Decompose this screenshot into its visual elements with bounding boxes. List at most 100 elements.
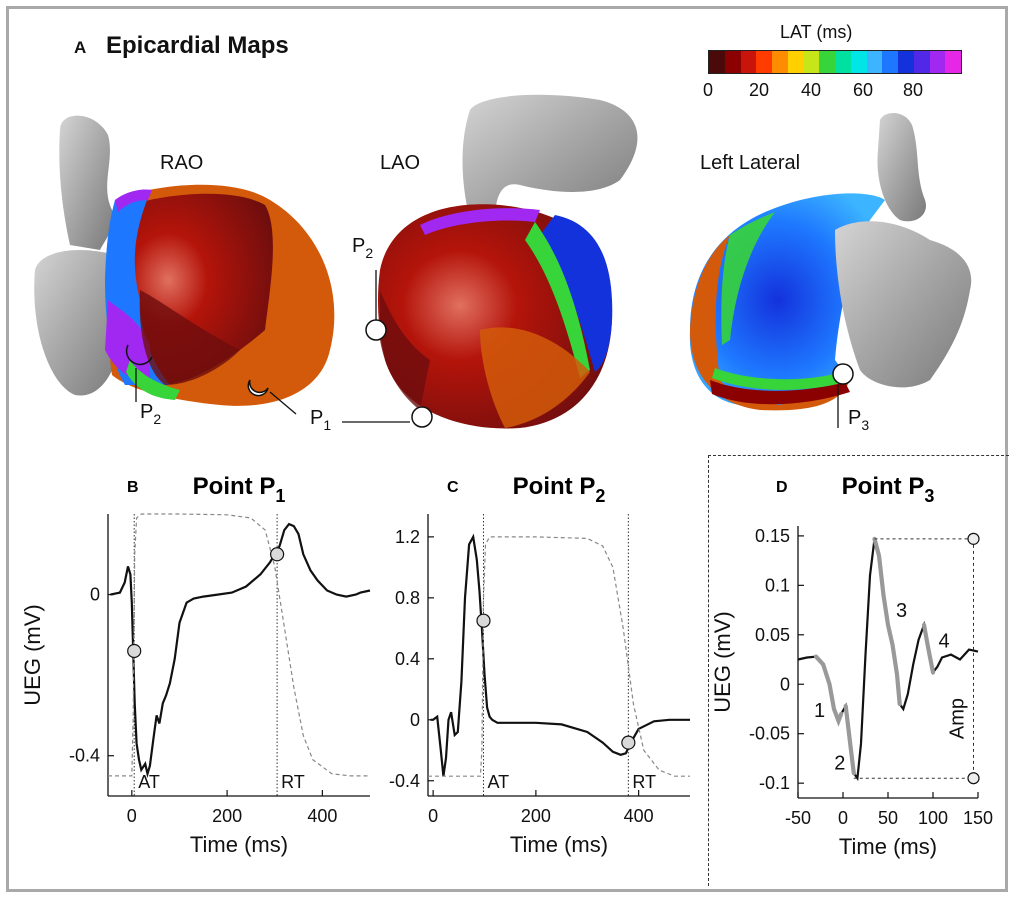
lateral-green-band bbox=[712, 368, 846, 390]
y-tick-label: -0.4 bbox=[69, 746, 100, 766]
rao-p2-label: P2 bbox=[140, 401, 161, 427]
panel-d-box bbox=[708, 455, 1009, 886]
lateral-green-ring bbox=[721, 212, 775, 345]
time-marker bbox=[270, 547, 285, 562]
heart-left-lateral bbox=[689, 113, 972, 428]
view-label-rao: RAO bbox=[160, 152, 204, 174]
x-tick-label: 0 bbox=[838, 808, 848, 828]
segment-label: 3 bbox=[896, 600, 907, 622]
view-label-left-lateral: Left Lateral bbox=[700, 152, 801, 174]
reference-dashed-line bbox=[428, 536, 690, 777]
segment-label: 2 bbox=[834, 753, 845, 775]
colorbar-swatch bbox=[945, 51, 961, 73]
y-axis-label: UEG (mV) bbox=[20, 604, 45, 705]
lateral-p3-label: P3 bbox=[848, 407, 869, 433]
lateral-marker-p3 bbox=[832, 363, 854, 385]
lao-orange-region bbox=[480, 327, 590, 428]
colorbar-swatch bbox=[709, 51, 725, 73]
y-tick-label: -0.4 bbox=[389, 771, 420, 791]
segment-label: 4 bbox=[939, 631, 950, 653]
lao-marker-p1 bbox=[411, 406, 433, 428]
colorbar-swatch bbox=[772, 51, 788, 73]
x-axis-label: Time (ms) bbox=[190, 832, 288, 857]
time-marker bbox=[621, 735, 636, 750]
amp-label: Amp bbox=[947, 698, 969, 739]
colorbar-swatch bbox=[913, 51, 930, 73]
chart-point-p2: Point P2 C 0 200 400 -0.4 0 0.4 0.8 1.2 Time (ms) A… bbox=[389, 473, 690, 857]
y-tick-label: -0.05 bbox=[749, 724, 790, 744]
vline-label: AT bbox=[487, 772, 509, 792]
y-tick-label: -0.1 bbox=[759, 773, 790, 793]
lao-top-purple bbox=[420, 208, 540, 235]
colorbar-swatch bbox=[787, 51, 804, 73]
chart-panel-letter: B bbox=[127, 479, 139, 496]
x-axis-label: Time (ms) bbox=[839, 834, 937, 859]
y-tick-label: 0.15 bbox=[755, 526, 790, 546]
chart-title: Point P3 bbox=[842, 473, 935, 506]
colorbar-title: LAT (ms) bbox=[780, 22, 853, 42]
x-tick-label: 0 bbox=[428, 806, 438, 826]
lao-p2-label: P2 bbox=[352, 235, 373, 261]
x-tick-label: -50 bbox=[785, 808, 811, 828]
y-tick-label: 0.05 bbox=[755, 625, 790, 645]
chart-title: Point P1 bbox=[193, 473, 286, 506]
segment-label: 1 bbox=[814, 700, 825, 722]
lao-vessel bbox=[462, 94, 638, 220]
heart-rao bbox=[34, 115, 335, 415]
rao-p1-label: P1 bbox=[310, 407, 331, 433]
x-tick-label: 200 bbox=[212, 806, 242, 826]
colorbar-swatch bbox=[866, 51, 883, 73]
y-tick-label: 0 bbox=[780, 674, 790, 694]
rao-green-band bbox=[126, 360, 180, 400]
time-marker bbox=[127, 643, 142, 659]
x-tick-label: 400 bbox=[624, 806, 654, 826]
figure-frame bbox=[6, 6, 1008, 892]
x-tick-label: 0 bbox=[127, 806, 137, 826]
colorbar-swatch bbox=[724, 51, 741, 73]
x-tick-label: 50 bbox=[878, 808, 898, 828]
colorbar-tick-20: 20 bbox=[749, 80, 770, 100]
colorbar-tick-40: 40 bbox=[801, 80, 822, 100]
y-tick-label: 0.1 bbox=[765, 575, 790, 595]
rao-vessel bbox=[59, 115, 114, 250]
chart-point-p3: Point P3 D -50 0 50 100 150 -0.1 -0.05 0 0.05 0.1 0.… bbox=[712, 473, 993, 859]
y-axis-label: UEG (mV) bbox=[712, 611, 735, 712]
colorbar-swatch bbox=[819, 51, 835, 73]
colorbar-swatch bbox=[882, 51, 898, 73]
rao-marker-p2 bbox=[125, 344, 153, 366]
colorbar-swatch bbox=[835, 51, 851, 73]
chart-panel-letter: D bbox=[776, 479, 788, 496]
colorbar-swatch bbox=[929, 51, 946, 73]
vline-label: AT bbox=[138, 772, 160, 792]
vline-label: RT bbox=[632, 772, 656, 792]
panel-a-title: Epicardial Maps bbox=[106, 32, 289, 59]
lao-dark-region bbox=[380, 290, 430, 410]
highlight-segment bbox=[921, 622, 936, 675]
amp-min-marker bbox=[967, 772, 980, 785]
y-tick-label: 0 bbox=[410, 710, 420, 730]
ueg-signal-line bbox=[797, 538, 979, 782]
lateral-atrium bbox=[835, 221, 972, 388]
chart-panel-letter: C bbox=[447, 479, 459, 496]
x-tick-label: 150 bbox=[963, 808, 993, 828]
y-tick-label: 1.2 bbox=[395, 527, 420, 547]
colorbar-tick-80: 80 bbox=[903, 80, 924, 100]
vline-label: RT bbox=[281, 772, 305, 792]
lao-marker-p2 bbox=[365, 319, 387, 341]
time-marker bbox=[476, 613, 491, 628]
colorbar-swatch bbox=[898, 51, 914, 73]
view-label-lao: LAO bbox=[380, 152, 421, 174]
y-tick-label: 0.4 bbox=[395, 649, 420, 669]
colorbar-swatch bbox=[803, 51, 820, 73]
chart-title: Point P2 bbox=[513, 473, 606, 506]
lat-colorbar bbox=[708, 50, 962, 74]
rao-p1-leader bbox=[269, 391, 297, 415]
amp-max-marker bbox=[967, 532, 980, 545]
highlight-segment bbox=[843, 703, 856, 776]
rao-atrium bbox=[34, 250, 120, 396]
chart-point-p1: Point P1 B 0 200 400 -0.4 0 Time (ms) UEG (mV) AT… bbox=[20, 473, 371, 857]
lateral-red-band bbox=[710, 380, 850, 405]
x-tick-label: 400 bbox=[307, 806, 337, 826]
highlight-segment bbox=[872, 536, 902, 707]
ueg-signal-line bbox=[430, 533, 690, 777]
